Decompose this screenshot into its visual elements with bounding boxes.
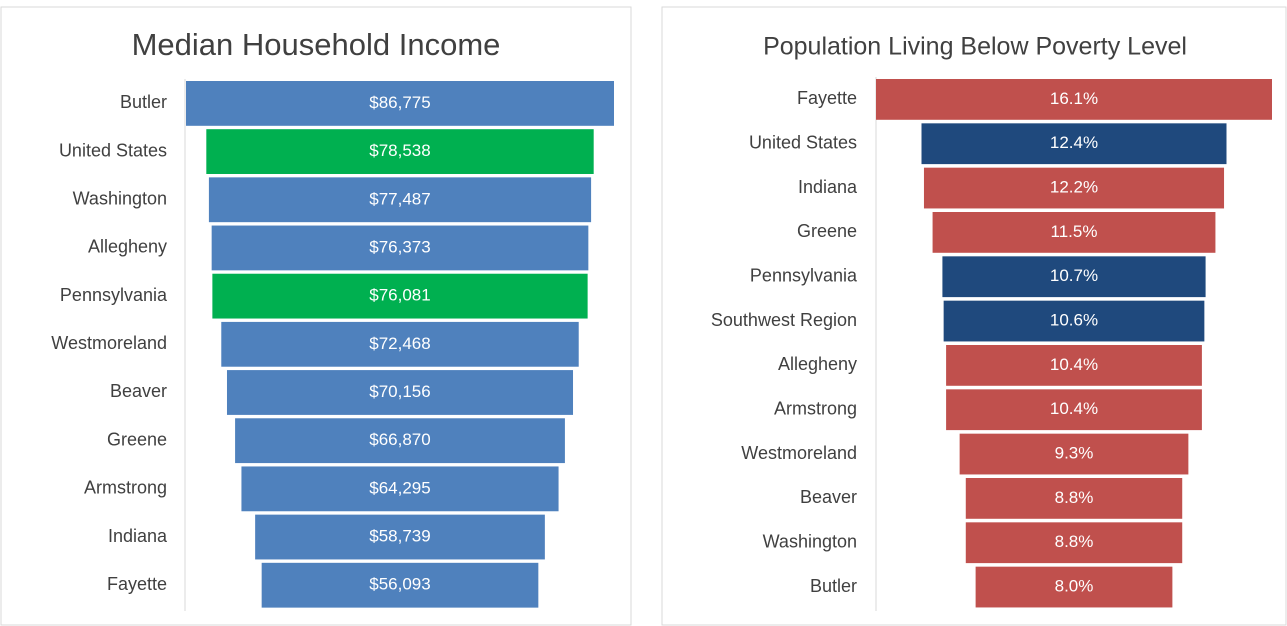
- category-label: Allegheny: [778, 354, 857, 374]
- bar: [221, 321, 579, 367]
- category-label: Pennsylvania: [750, 265, 858, 285]
- bar: [211, 225, 589, 271]
- value-label: 8.0%: [1055, 577, 1094, 596]
- value-label: $76,373: [369, 237, 430, 256]
- value-label: $78,538: [369, 141, 430, 160]
- category-label: Pennsylvania: [60, 285, 168, 305]
- category-label: Southwest Region: [711, 310, 857, 330]
- category-label: Butler: [120, 92, 167, 112]
- bar: [965, 478, 1183, 519]
- value-label: 8.8%: [1055, 488, 1094, 507]
- value-label: $72,468: [369, 334, 430, 353]
- category-label: United States: [749, 132, 857, 152]
- category-label: Armstrong: [774, 398, 857, 418]
- bar: [212, 273, 588, 319]
- bar: [946, 345, 1202, 386]
- bar: [186, 81, 614, 126]
- value-label: 10.7%: [1050, 266, 1098, 285]
- category-label: Westmoreland: [741, 443, 857, 463]
- bar: [241, 466, 559, 512]
- value-label: 12.2%: [1050, 178, 1098, 197]
- value-label: $58,739: [369, 527, 430, 546]
- category-label: Washington: [763, 531, 857, 551]
- value-label: 16.1%: [1050, 89, 1098, 108]
- value-label: $56,093: [369, 575, 430, 594]
- value-label: $77,487: [369, 189, 430, 208]
- bar: [235, 418, 565, 464]
- category-label: Fayette: [797, 88, 857, 108]
- category-label: Greene: [797, 221, 857, 241]
- category-label: Allegheny: [88, 237, 167, 257]
- bar: [959, 433, 1189, 475]
- bar: [946, 389, 1202, 431]
- chart-title: Median Household Income: [132, 27, 501, 62]
- bar: [942, 256, 1206, 298]
- category-label: Beaver: [800, 487, 857, 507]
- value-label: $76,081: [369, 286, 430, 305]
- category-label: Westmoreland: [51, 333, 167, 353]
- value-label: 9.3%: [1055, 444, 1094, 463]
- bar: [208, 177, 592, 223]
- chart-title: Population Living Below Poverty Level: [763, 33, 1187, 61]
- category-label: Armstrong: [84, 478, 167, 498]
- value-label: 10.6%: [1050, 311, 1098, 330]
- category-label: Indiana: [108, 526, 168, 546]
- bar: [226, 370, 574, 415]
- category-label: Indiana: [798, 177, 858, 197]
- bar: [261, 562, 539, 608]
- category-label: Washington: [73, 189, 167, 209]
- category-label: Greene: [107, 429, 167, 449]
- bar: [255, 514, 545, 560]
- bar: [975, 566, 1173, 608]
- bar: [876, 79, 1272, 120]
- value-label: 8.8%: [1055, 532, 1094, 551]
- bar: [932, 212, 1216, 253]
- category-label: Fayette: [107, 574, 167, 594]
- value-label: $64,295: [369, 478, 430, 497]
- value-label: 10.4%: [1050, 355, 1098, 374]
- value-label: 11.5%: [1051, 222, 1098, 241]
- value-label: 12.4%: [1050, 133, 1098, 152]
- value-label: 10.4%: [1050, 399, 1098, 418]
- category-label: Beaver: [110, 381, 167, 401]
- value-label: $86,775: [369, 93, 430, 112]
- bar: [943, 300, 1205, 342]
- bar: [923, 167, 1225, 209]
- category-label: United States: [59, 140, 167, 160]
- category-label: Butler: [810, 576, 857, 596]
- value-label: $70,156: [369, 382, 430, 401]
- bar: [206, 129, 594, 174]
- bar: [921, 123, 1227, 165]
- bar: [965, 522, 1183, 564]
- value-label: $66,870: [369, 430, 430, 449]
